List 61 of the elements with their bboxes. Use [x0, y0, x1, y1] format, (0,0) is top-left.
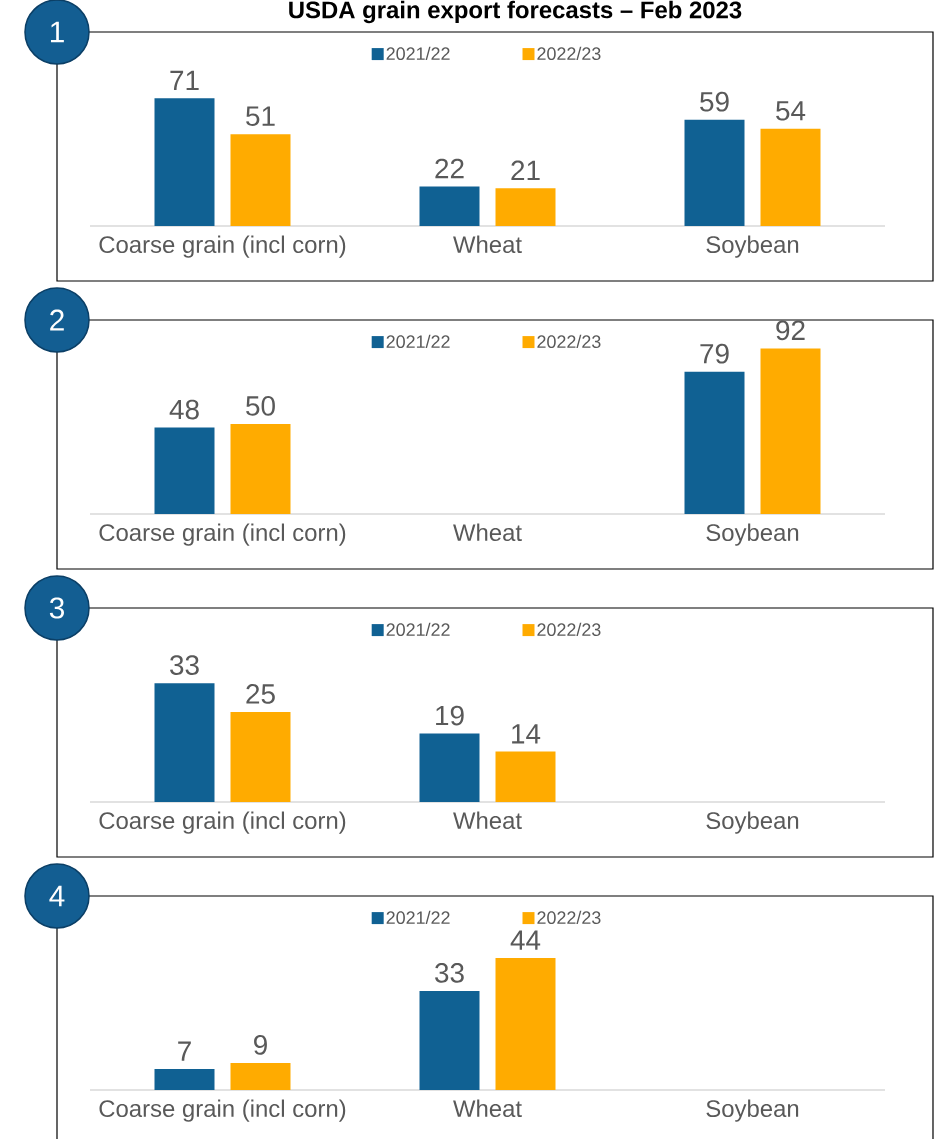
- bar: [154, 1068, 215, 1090]
- data-label: 44: [510, 930, 541, 950]
- bar: [419, 733, 480, 802]
- x-tick-label: Soybean: [706, 811, 799, 834]
- x-tick-label: Coarse grain (incl corn): [99, 1099, 346, 1122]
- bar: [495, 751, 556, 802]
- chart-title: USDA grain export forecasts – Feb 2023: [289, 0, 742, 24]
- data-label: 71: [170, 70, 199, 90]
- data-label: 50: [246, 396, 275, 416]
- bar: [684, 119, 745, 226]
- legend-label: 2021/22: [386, 622, 450, 637]
- legend-label: 2021/22: [386, 334, 450, 349]
- bar: [230, 423, 291, 514]
- bar: [230, 134, 291, 226]
- bar: [230, 1062, 291, 1090]
- bar: [495, 957, 556, 1090]
- bar: [154, 427, 215, 514]
- bar: [419, 990, 480, 1090]
- bar: [760, 128, 821, 226]
- text: 1: [50, 21, 64, 43]
- text: 3: [49, 597, 64, 619]
- legend-label: 2021/22: [386, 46, 450, 61]
- x-tick-label: Soybean: [706, 523, 799, 546]
- data-label: 51: [246, 106, 275, 126]
- x-tick-label: Wheat: [453, 235, 522, 254]
- x-tick-label: Soybean: [706, 1099, 799, 1122]
- text: 2: [50, 309, 64, 331]
- legend-label: 2022/23: [537, 622, 601, 637]
- data-label: 33: [170, 655, 199, 675]
- legend-label: 2022/23: [537, 46, 601, 61]
- x-tick-label: Wheat: [453, 811, 522, 830]
- data-label: 92: [776, 320, 805, 341]
- bar: [684, 371, 745, 514]
- legend-label: 2022/23: [537, 334, 601, 349]
- legend-label: 2021/22: [386, 910, 450, 925]
- bar: [154, 98, 215, 226]
- x-tick-label: Wheat: [453, 523, 522, 542]
- bar: [760, 348, 821, 514]
- data-label: 19: [436, 705, 464, 726]
- data-label: 14: [512, 724, 541, 744]
- data-label: 7: [178, 1041, 191, 1061]
- data-label: 21: [511, 160, 540, 180]
- data-label: 59: [700, 91, 729, 112]
- data-label: 9: [254, 1035, 267, 1055]
- data-label: 54: [776, 101, 806, 121]
- bar: [495, 188, 556, 226]
- data-label: 48: [169, 399, 199, 420]
- bar: [154, 683, 215, 802]
- bar: [419, 186, 480, 226]
- text: 4: [49, 885, 65, 907]
- x-tick-label: Coarse grain (incl corn): [99, 235, 346, 258]
- data-label: 33: [435, 963, 464, 983]
- x-tick-label: Coarse grain (incl corn): [99, 811, 346, 834]
- x-tick-label: Soybean: [706, 235, 799, 258]
- x-tick-label: Coarse grain (incl corn): [99, 523, 346, 546]
- data-label: 79: [700, 343, 729, 364]
- data-label: 25: [246, 684, 275, 704]
- x-tick-label: Wheat: [453, 1099, 522, 1118]
- legend-label: 2022/23: [537, 910, 601, 925]
- data-label: 22: [435, 158, 464, 179]
- bar: [230, 711, 291, 802]
